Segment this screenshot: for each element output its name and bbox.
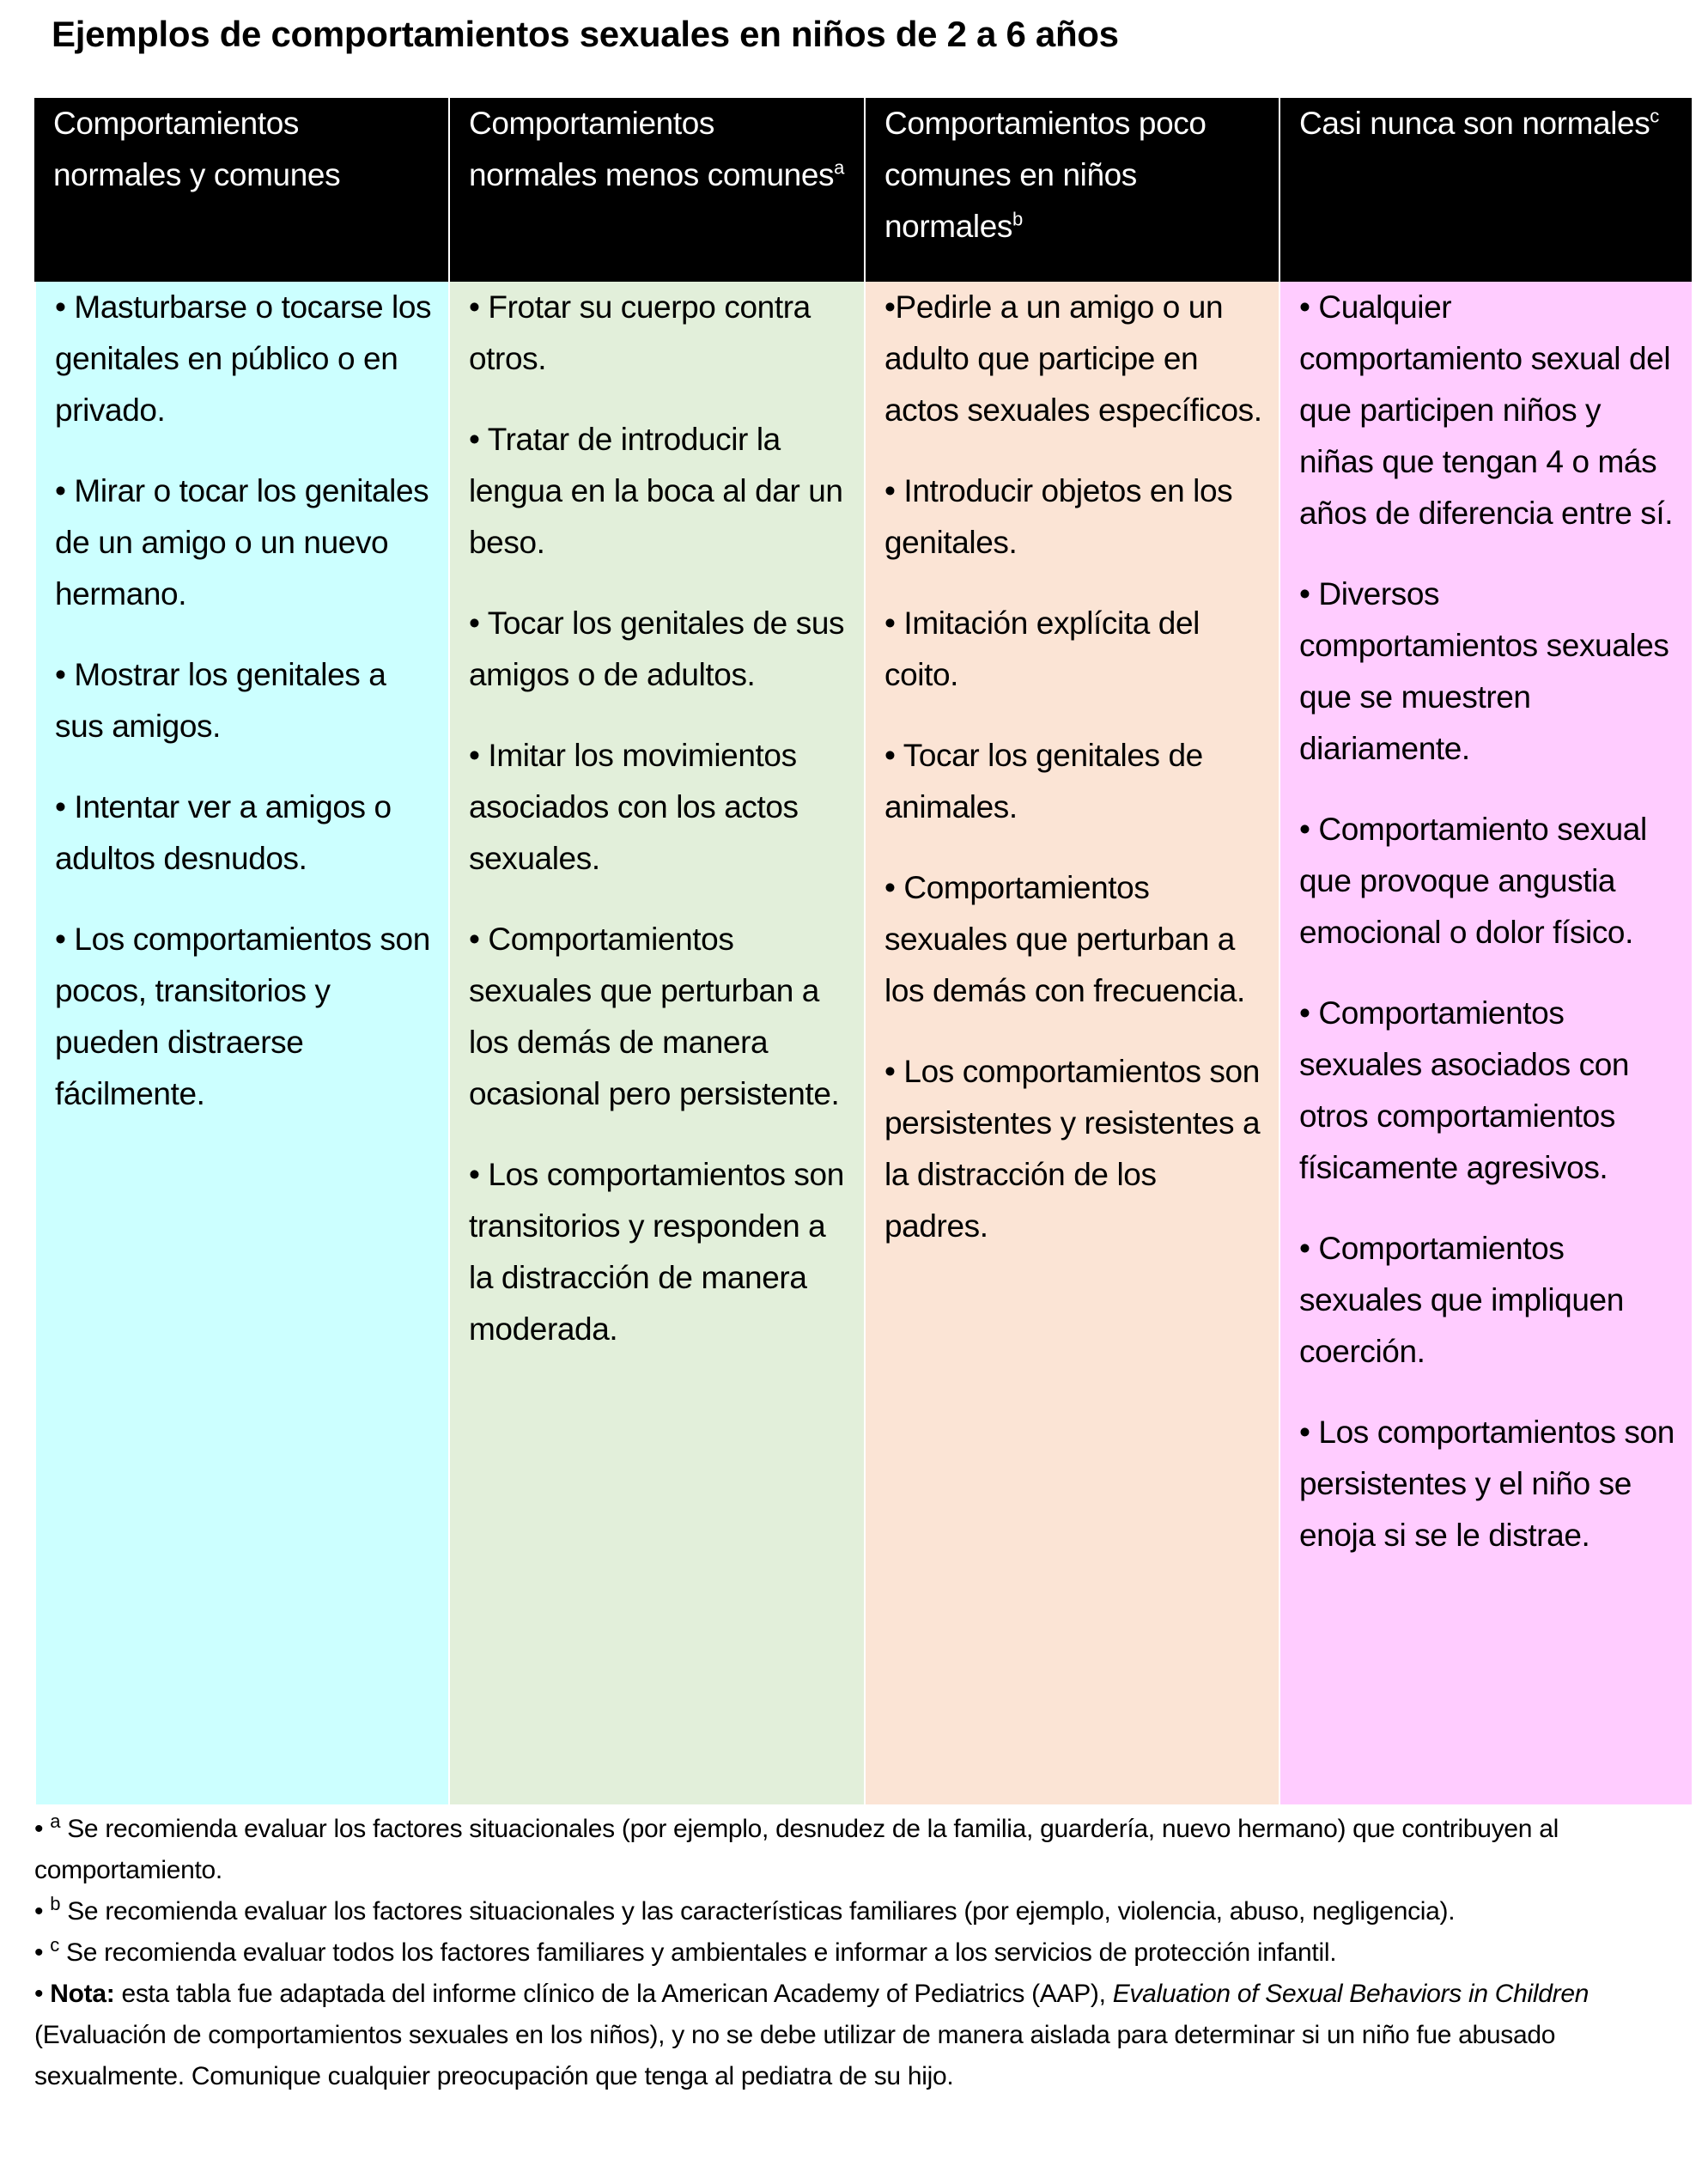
footnote-b: • b Se recomienda evaluar los factores s…: [34, 1891, 1696, 1932]
footnote-marker: c: [50, 1934, 59, 1956]
note-text: esta tabla fue adaptada del informe clín…: [114, 1980, 1113, 2008]
page-title: Ejemplos de comportamientos sexuales en …: [52, 14, 1119, 54]
column-body-rarely-normal: • Cualquier comportamiento sexual del qu…: [1279, 282, 1692, 1804]
list-item: • Tocar los genitales de animales.: [884, 738, 1203, 824]
bullet: •: [34, 1897, 51, 1926]
column-header-uncommon: Comportamientos poco comunes en niños no…: [864, 98, 1279, 282]
footnote-marker: b: [1012, 208, 1023, 230]
list-item: • Los comportamientos son transitorios y…: [469, 1157, 844, 1347]
footnote-text: Se recomienda evaluar todos los factores…: [58, 1938, 1337, 1967]
note: • Nota: esta tabla fue adaptada del info…: [34, 1974, 1696, 2097]
list-item: • Comportamientos sexuales que perturban…: [469, 922, 840, 1111]
footnote-a: • a Se recomienda evaluar los factores s…: [34, 1809, 1696, 1891]
list-item: • Tratar de introducir la lengua en la b…: [469, 422, 843, 560]
bullet: •: [34, 1938, 51, 1967]
list-item: • Comportamientos sexuales que perturban…: [884, 870, 1245, 1008]
list-item: • Los comportamientos son pocos, transit…: [55, 922, 430, 1111]
list-item: • Cualquier comportamiento sexual del qu…: [1299, 289, 1674, 531]
list-item: • Los comportamientos son persistentes y…: [1299, 1415, 1675, 1553]
list-item: •Pedirle a un amigo o un adulto que part…: [884, 289, 1262, 428]
list-item: • Imitación explícita del coito.: [884, 605, 1200, 692]
behaviors-table: Comportamientos normales y comunes Compo…: [34, 98, 1692, 1804]
note-text: (Evaluación de comportamientos sexuales …: [34, 2021, 1556, 2090]
footnotes: • a Se recomienda evaluar los factores s…: [34, 1809, 1696, 2097]
list-item: • Los comportamientos son persistentes y…: [884, 1054, 1261, 1244]
bullet: •: [34, 1815, 51, 1843]
column-body-normal-common: • Masturbarse o tocarse los genitales en…: [34, 282, 448, 1804]
footnote-text: Se recomienda evaluar los factores situa…: [34, 1815, 1559, 1884]
footnote-text: Se recomienda evaluar los factores situa…: [60, 1897, 1456, 1926]
list-item: • Introducir objetos en los genitales.: [884, 473, 1233, 560]
column-header-rarely-normal: Casi nunca son normalesc: [1279, 98, 1692, 282]
list-item: • Comportamientos sexuales asociados con…: [1299, 995, 1630, 1185]
list-item: • Masturbarse o tocarse los genitales en…: [55, 289, 432, 428]
header-text: Comportamientos normales y comunes: [53, 106, 341, 192]
footnote-marker: c: [1650, 105, 1659, 127]
list-item: • Imitar los movimientos asociados con l…: [469, 738, 799, 876]
report-title: Evaluation of Sexual Behaviors in Childr…: [1112, 1980, 1589, 2008]
list-item: • Tocar los genitales de sus amigos o de…: [469, 605, 845, 692]
header-text: Comportamientos poco comunes en niños no…: [884, 106, 1207, 244]
column-body-normal-less-common: • Frotar su cuerpo contra otros. • Tratar…: [448, 282, 864, 1804]
list-item: • Mirar o tocar los genitales de un amig…: [55, 473, 429, 611]
column-body-uncommon: •Pedirle a un amigo o un adulto que part…: [864, 282, 1279, 1804]
footnote-marker: a: [834, 156, 844, 179]
list-item: • Mostrar los genitales a sus amigos.: [55, 657, 386, 744]
footnote-marker: a: [50, 1810, 61, 1832]
bullet: •: [34, 1980, 51, 2008]
list-item: • Diversos comportamientos sexuales que …: [1299, 576, 1669, 766]
footnote-c: • c Se recomienda evaluar todos los fact…: [34, 1932, 1696, 1974]
header-text: Comportamientos normales menos comunes: [469, 106, 835, 192]
column-header-normal-less-common: Comportamientos normales menos comunesa: [448, 98, 864, 282]
list-item: • Intentar ver a amigos o adultos desnud…: [55, 789, 392, 876]
header-text: Casi nunca son normales: [1299, 106, 1650, 141]
footnote-marker: b: [50, 1893, 61, 1914]
list-item: • Comportamiento sexual que provoque ang…: [1299, 812, 1647, 950]
list-item: • Frotar su cuerpo contra otros.: [469, 289, 811, 376]
column-header-normal-common: Comportamientos normales y comunes: [34, 98, 448, 282]
note-label: Nota:: [50, 1980, 115, 2008]
list-item: • Comportamientos sexuales que impliquen…: [1299, 1231, 1624, 1369]
